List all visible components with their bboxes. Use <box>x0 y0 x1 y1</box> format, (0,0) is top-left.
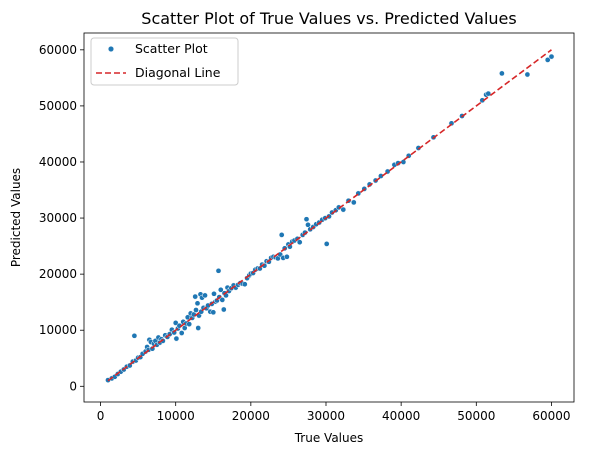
scatter-point <box>178 330 185 336</box>
scatter-point <box>548 53 555 60</box>
scatter-point <box>215 267 222 274</box>
scatter-point <box>278 232 285 238</box>
scatter-point <box>186 321 193 327</box>
x-axis-label: True Values <box>294 431 364 445</box>
scatter-point <box>195 325 202 331</box>
scatter-point <box>192 293 199 300</box>
y-tick-label: 50000 <box>39 99 77 113</box>
legend-scatter-marker <box>107 45 115 53</box>
y-tick-label: 20000 <box>39 267 77 281</box>
y-axis-label: Predicted Values <box>9 168 23 267</box>
scatter-point <box>193 307 199 313</box>
scatter-point <box>210 309 217 316</box>
legend: Scatter Plot Diagonal Line <box>90 37 239 86</box>
scatter-point <box>202 292 208 299</box>
scatter-point <box>173 335 180 342</box>
scatter-point <box>219 297 226 303</box>
scatter-point <box>220 306 227 313</box>
y-tick-label: 60000 <box>39 43 77 57</box>
y-tick-label: 40000 <box>39 155 77 169</box>
scatter-point <box>524 71 531 78</box>
x-tick-label: 10000 <box>157 409 195 423</box>
legend-box <box>90 37 239 86</box>
legend-scatter-label: Scatter Plot <box>135 41 208 56</box>
scatter-point <box>241 281 248 288</box>
x-tick-label: 0 <box>97 409 105 423</box>
plot-area <box>83 32 575 403</box>
legend-line-label: Diagonal Line <box>135 65 221 80</box>
scatter-point <box>323 241 330 247</box>
chart-title: Scatter Plot of True Values vs. Predicte… <box>141 9 516 28</box>
x-tick-label: 40000 <box>382 409 420 423</box>
scatter-point <box>400 159 407 165</box>
scatter-point <box>499 70 505 77</box>
scatter-point <box>284 253 290 260</box>
scatter-point <box>296 239 303 246</box>
y-axis-ticks: 0 10000 20000 30000 40000 50000 60000 <box>39 43 84 393</box>
x-tick-label: 60000 <box>532 409 570 423</box>
scatter-point <box>305 221 311 228</box>
x-tick-label: 50000 <box>457 409 495 423</box>
x-tick-label: 30000 <box>307 409 345 423</box>
y-tick-label: 30000 <box>39 211 77 225</box>
scatter-point <box>217 286 224 293</box>
scatter-points <box>105 53 555 383</box>
diagonal-line <box>107 49 552 382</box>
scatter-point <box>131 332 138 339</box>
scatter-point <box>194 300 201 307</box>
scatter-point <box>544 57 551 63</box>
x-tick-label: 20000 <box>232 409 270 423</box>
scatter-point <box>350 199 357 206</box>
y-tick-label: 10000 <box>39 323 77 337</box>
y-tick-label: 0 <box>69 379 77 393</box>
scatter-point <box>340 206 347 213</box>
plot-frame <box>83 32 575 403</box>
x-axis-ticks: 0 10000 20000 30000 40000 50000 60000 <box>97 402 571 423</box>
scatter-point <box>211 290 217 297</box>
scatter-point <box>485 90 492 97</box>
scatter-point <box>303 216 310 223</box>
